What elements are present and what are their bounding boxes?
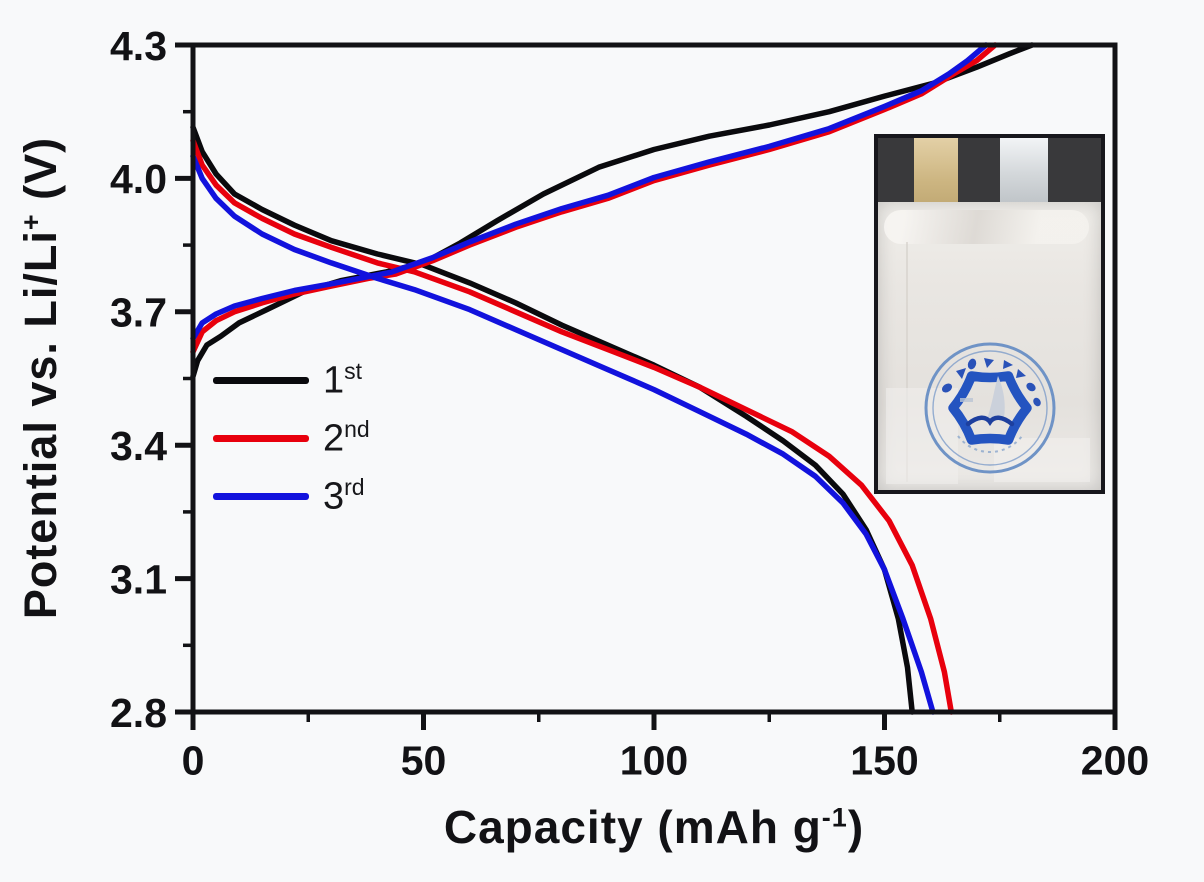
x-tick-label: 0	[182, 738, 205, 784]
legend-item-3rd: 3rd	[213, 467, 370, 525]
university-seal-logo-icon	[924, 342, 1056, 474]
legend-item-2nd: 2nd	[213, 409, 370, 467]
legend-label: 1st	[323, 358, 363, 402]
logo-bird	[965, 415, 1015, 427]
y-tick-label: 4.0	[110, 156, 167, 202]
x-axis-title: Capacity (mAh g-1)	[193, 800, 1115, 854]
legend-item-1st: 1st	[213, 351, 370, 409]
legend-line-swatch	[213, 492, 309, 500]
pouch-cell-body	[878, 202, 1101, 490]
silver-electrode-tab	[1000, 138, 1048, 204]
curve-cycle-2-charge	[190, 42, 998, 355]
x-tick-label: 100	[620, 738, 688, 784]
y-axis-title-suffix: (V)	[15, 136, 66, 214]
logo-bottom-text-arc	[957, 435, 1023, 453]
y-axis-title-sup: +	[16, 213, 46, 231]
legend-line-swatch	[213, 434, 309, 442]
legend: 1st 2nd 3rd	[213, 351, 370, 525]
y-axis-title: Potential vs. Li/Li+ (V)	[15, 137, 67, 619]
y-tick-label: 2.8	[110, 690, 167, 736]
y-tick-label: 3.1	[110, 556, 167, 602]
x-tick-label: 50	[401, 738, 447, 784]
logo-small-text	[960, 398, 973, 402]
logo-petal-marks	[941, 358, 1041, 407]
x-tick-label: 200	[1081, 738, 1149, 784]
y-axis-title-text: Potential vs. Li/Li	[15, 230, 66, 620]
y-tick-label: 3.7	[110, 290, 167, 336]
x-tick-label: 150	[850, 738, 918, 784]
y-tick-label: 3.4	[110, 423, 167, 469]
curve-cycle-2-discharge	[190, 137, 955, 715]
pouch-crease	[906, 242, 908, 482]
pouch-wrinkle-highlight	[884, 210, 1089, 244]
x-axis-title-text: Capacity (mAh g	[443, 801, 822, 853]
pouch-cell-photo-inset	[874, 134, 1105, 494]
gold-electrode-tab	[914, 138, 958, 208]
legend-line-swatch	[213, 376, 309, 384]
curve-cycle-3-charge	[190, 42, 989, 342]
curve-cycle-1-charge	[190, 42, 1035, 380]
logo-sail	[986, 376, 1005, 422]
logo-wavy-ring	[948, 371, 1032, 445]
x-axis-title-suffix: )	[847, 801, 865, 853]
legend-label: 3rd	[323, 474, 365, 518]
y-tick-label: 4.3	[110, 23, 167, 69]
legend-label: 2nd	[323, 416, 370, 460]
curve-cycle-3-discharge	[190, 153, 936, 715]
x-axis-title-sup: -1	[821, 802, 848, 833]
pouch-tape-strip	[886, 388, 958, 484]
